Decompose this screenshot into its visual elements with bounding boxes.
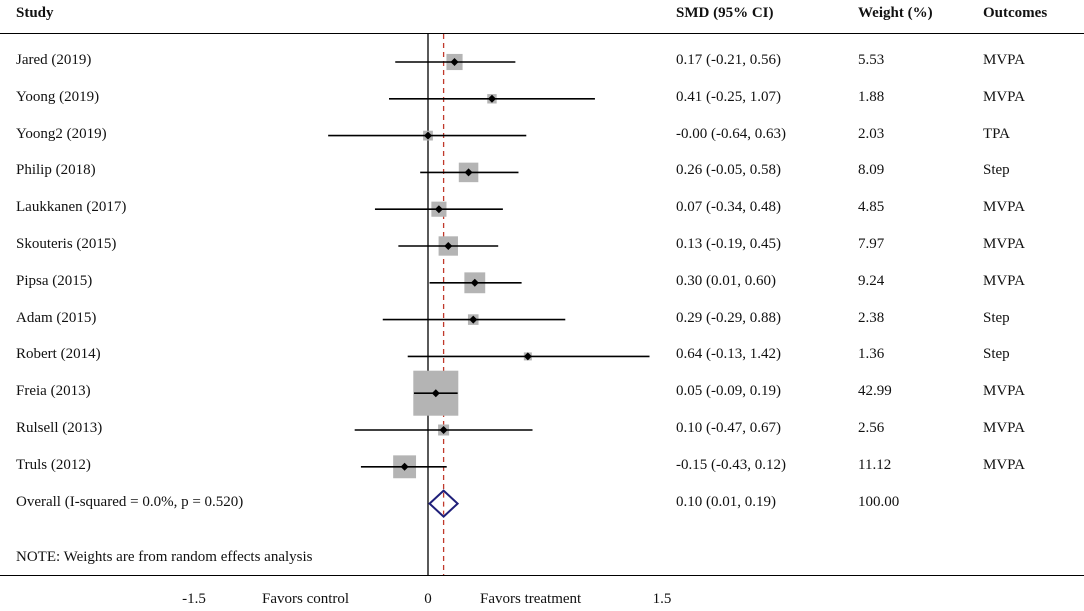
study-label: Yoong2 (2019) [16, 125, 107, 142]
study-weight: 7.97 [858, 236, 885, 252]
study-ci: -0.15 (-0.43, 0.12) [676, 456, 786, 473]
point-estimate [470, 278, 479, 287]
point-estimate [487, 94, 496, 103]
study-ci: 0.26 (-0.05, 0.58) [676, 162, 781, 179]
study-outcome: MVPA [983, 456, 1025, 473]
study-ci: 0.30 (0.01, 0.60) [676, 272, 776, 289]
study-ci: 0.29 (-0.29, 0.88) [676, 309, 781, 326]
study-header: Study [16, 5, 54, 21]
study-outcome: MVPA [983, 88, 1025, 105]
point-estimate [431, 389, 440, 398]
study-weight: 2.38 [858, 309, 885, 326]
study-weight: 2.56 [858, 420, 885, 436]
study-label: Truls (2012) [16, 456, 91, 473]
study-weight: 42.99 [858, 383, 892, 400]
point-estimate [464, 168, 473, 177]
point-estimate [469, 315, 478, 324]
study-label: Freia (2013) [16, 383, 91, 400]
study-label: Jared (2019) [16, 52, 92, 68]
study-weight: 8.09 [858, 162, 885, 179]
point-estimate [400, 462, 409, 471]
favors-treatment-label: Favors treatment [480, 591, 582, 607]
study-outcome: TPA [983, 125, 1010, 142]
study-label: Pipsa (2015) [16, 272, 93, 289]
point-estimate [439, 426, 448, 434]
study-outcome: Step [983, 162, 1010, 179]
study-ci: 0.17 (-0.21, 0.56) [676, 52, 781, 68]
point-estimate [523, 352, 532, 361]
study-outcome: Step [983, 346, 1010, 363]
study-ci: 0.64 (-0.13, 1.42) [676, 346, 781, 363]
study-label: Philip (2018) [16, 162, 96, 179]
study-outcome: MVPA [983, 272, 1025, 289]
study-weight: 2.03 [858, 125, 885, 142]
study-label: Skouteris (2015) [16, 236, 117, 252]
study-ci: 0.41 (-0.25, 1.07) [676, 88, 781, 105]
overall-weight: 100.00 [858, 493, 900, 510]
point-estimate [434, 205, 443, 214]
study-ci: 0.10 (-0.47, 0.67) [676, 420, 781, 436]
study-ci: 0.13 (-0.19, 0.45) [676, 236, 781, 252]
study-weight: 11.12 [858, 456, 892, 473]
study-ci: -0.00 (-0.64, 0.63) [676, 125, 786, 142]
study-weight: 4.85 [858, 199, 885, 216]
study-outcome: MVPA [983, 420, 1025, 436]
study-weight: 1.36 [858, 346, 885, 363]
axis-rule [0, 575, 1084, 576]
study-ci: 0.07 (-0.34, 0.48) [676, 199, 781, 216]
x-tick-label: -1.5 [182, 591, 206, 607]
study-label: Yoong (2019) [16, 88, 100, 105]
favors-control-label: Favors control [262, 591, 350, 607]
weight-header: Weight (%) [858, 5, 933, 21]
point-estimate [424, 131, 432, 140]
point-estimate [450, 58, 459, 66]
study-label: Laukkanen (2017) [16, 199, 127, 216]
study-label: Robert (2014) [16, 346, 101, 363]
note-text: NOTE: Weights are from random effects an… [16, 549, 313, 565]
overall-ci: 0.10 (0.01, 0.19) [676, 493, 776, 510]
study-weight: 5.53 [858, 52, 885, 68]
study-label: Adam (2015) [16, 309, 97, 326]
study-outcome: MVPA [983, 236, 1025, 252]
smd-header: SMD (95% CI) [676, 5, 774, 21]
study-label: Rulsell (2013) [16, 420, 103, 436]
study-outcome: MVPA [983, 52, 1025, 68]
study-outcome: Step [983, 309, 1010, 326]
overall-label: Overall (I-squared = 0.0%, p = 0.520) [16, 493, 244, 510]
outcomes-header: Outcomes [983, 5, 1048, 21]
header-rule [0, 33, 1084, 34]
study-weight: 9.24 [858, 272, 885, 289]
x-tick-label: 1.5 [652, 591, 672, 607]
study-weight: 1.88 [858, 88, 885, 105]
study-outcome: MVPA [983, 383, 1025, 400]
point-estimate [444, 242, 453, 250]
x-tick-label: 0 [424, 591, 432, 607]
study-ci: 0.05 (-0.09, 0.19) [676, 383, 781, 400]
study-outcome: MVPA [983, 199, 1025, 216]
